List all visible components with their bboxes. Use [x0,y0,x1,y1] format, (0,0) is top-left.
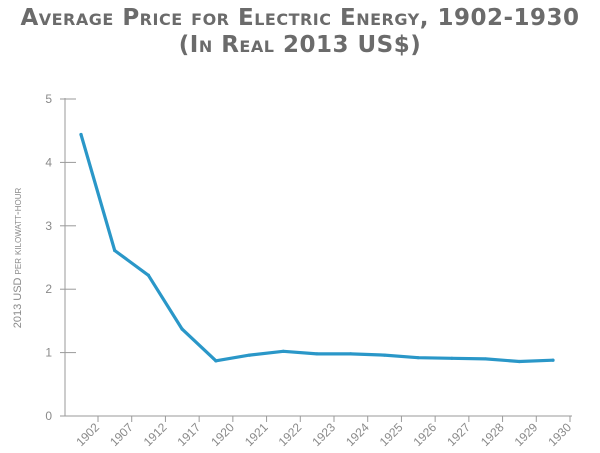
x-tick-label: 1928 [478,420,507,449]
data-points [79,132,555,364]
x-tick-label: 1930 [545,420,574,449]
data-point [113,248,117,253]
chart-subtitle: (In Real 2013 US$) [178,32,422,58]
data-point [214,359,218,363]
data-point [315,352,319,356]
data-point [349,352,353,356]
y-tick-label: 2 [45,282,52,296]
x-tick-label: 1925 [377,420,406,449]
y-tick-label: 4 [45,155,52,169]
data-point [551,358,555,362]
y-tick-label: 3 [45,219,52,233]
data-point [483,357,488,361]
x-tick-label: 1929 [512,420,541,449]
data-point [517,359,521,364]
y-ticks: 0 1 2 3 4 5 [45,92,76,423]
x-ticks: 1902 1907 1912 1917 1920 1921 1922 1923 1924 1925… [73,416,574,449]
data-point [180,327,184,331]
x-tick-label: 1921 [242,420,271,449]
data-point [247,353,252,357]
y-tick-label: 0 [45,409,52,423]
series-line [79,132,555,364]
x-tick-label: 1907 [107,420,136,449]
y-tick-label: 1 [45,346,52,360]
data-point [146,273,151,277]
x-tick-label: 1923 [309,420,338,449]
x-tick-label: 1917 [174,420,203,449]
x-tick-label: 1920 [208,420,237,449]
x-tick-label: 1902 [73,420,102,449]
data-point [450,356,454,360]
x-tick-label: 1924 [343,420,372,449]
data-point [416,356,420,360]
y-tick-label: 5 [45,92,52,106]
x-tick-label: 1927 [444,420,473,449]
data-point [382,353,387,357]
data-point [281,349,285,353]
chart-title: Average Price for Electric Energy, 1902-… [20,5,580,31]
x-tick-label: 1912 [141,420,170,449]
x-tick-label: 1926 [410,420,439,449]
y-axis-label: 2013 USD per kilowatt-hour [12,188,24,329]
data-point [79,132,83,137]
x-tick-label: 1922 [276,420,305,449]
